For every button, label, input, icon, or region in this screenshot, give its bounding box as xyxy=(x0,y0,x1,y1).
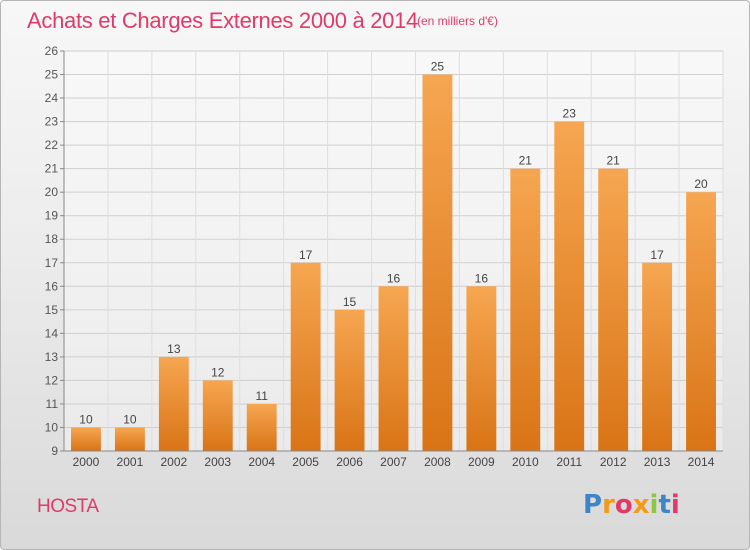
bar-2009 xyxy=(466,286,497,451)
x-tick-label: 2005 xyxy=(292,455,319,469)
bar-2003 xyxy=(202,380,233,451)
y-tick-label: 13 xyxy=(45,350,59,364)
x-tick-label: 2002 xyxy=(160,455,187,469)
bar-2005 xyxy=(290,262,321,451)
x-tick-label: 2012 xyxy=(600,455,627,469)
bar-2007 xyxy=(378,286,409,451)
bar-2011 xyxy=(554,121,585,452)
y-tick-label: 17 xyxy=(45,256,59,270)
bar-2013 xyxy=(642,262,673,451)
y-tick-label: 25 xyxy=(45,68,59,82)
data-label: 20 xyxy=(694,177,708,191)
y-tick-label: 19 xyxy=(45,209,59,223)
logo-letter: o xyxy=(614,490,633,520)
y-tick-label: 15 xyxy=(45,303,59,317)
bar-2002 xyxy=(158,356,189,451)
bar-2004 xyxy=(246,403,277,451)
bar-2006 xyxy=(334,309,365,451)
bar-2001 xyxy=(114,427,145,451)
x-tick-label: 2013 xyxy=(644,455,671,469)
data-label: 13 xyxy=(167,342,181,356)
data-label: 17 xyxy=(299,248,313,262)
logo-letter: P xyxy=(583,490,603,520)
bar-2010 xyxy=(510,168,541,451)
logo-letter: i xyxy=(670,490,680,520)
data-label: 15 xyxy=(343,295,357,309)
logo-letter: t xyxy=(658,490,671,520)
x-tick-label: 2000 xyxy=(73,455,100,469)
bar-2008 xyxy=(422,74,453,451)
data-label: 11 xyxy=(255,389,268,403)
chart-unit-note: (en milliers d'€) xyxy=(417,14,498,28)
proxiti-logo: Proxiti xyxy=(583,490,680,520)
data-label: 21 xyxy=(519,154,533,168)
y-tick-label: 11 xyxy=(46,397,59,411)
bar-2000 xyxy=(71,427,101,451)
x-tick-label: 2010 xyxy=(512,455,539,469)
x-tick-label: 2003 xyxy=(204,455,231,469)
logo-letter: r xyxy=(602,490,615,520)
bar-chart: 10 10 13 12 11 17 15 16 25 16 21 23 21 17 20 9 10 11 12 13… xyxy=(45,44,724,469)
y-tick-label: 10 xyxy=(45,420,59,434)
data-label: 16 xyxy=(475,271,489,285)
x-tick-label: 2007 xyxy=(380,455,407,469)
bar-2014 xyxy=(686,192,716,452)
y-tick-label: 12 xyxy=(45,373,59,387)
data-label: 17 xyxy=(650,248,664,262)
logo-letter: i xyxy=(649,490,659,520)
data-label: 10 xyxy=(123,412,137,426)
x-tick-label: 2009 xyxy=(468,455,495,469)
x-tick-label: 2006 xyxy=(336,455,363,469)
x-tick-label: 2001 xyxy=(117,455,144,469)
y-tick-label: 24 xyxy=(45,91,59,105)
logo-letter: x xyxy=(632,490,650,520)
y-tick-label: 22 xyxy=(45,138,59,152)
x-tick-label: 2004 xyxy=(248,455,275,469)
data-label: 10 xyxy=(79,412,93,426)
y-tick-label: 26 xyxy=(45,44,59,58)
y-tick-label: 14 xyxy=(45,326,59,340)
chart-title: Achats et Charges Externes 2000 à 2014 xyxy=(27,8,418,33)
x-tick-label: 2014 xyxy=(688,455,715,469)
y-tick-label: 20 xyxy=(45,185,59,199)
data-label: 23 xyxy=(563,107,577,121)
y-tick-label: 18 xyxy=(45,232,59,246)
data-label: 21 xyxy=(606,154,620,168)
y-tick-label: 21 xyxy=(45,162,59,176)
data-label: 12 xyxy=(211,365,225,379)
x-tick-label: 2011 xyxy=(556,455,582,469)
bar-2012 xyxy=(598,168,629,451)
y-tick-label: 16 xyxy=(45,279,59,293)
data-label: 16 xyxy=(387,271,401,285)
x-tick-label: 2008 xyxy=(424,455,451,469)
commune-name: HOSTA xyxy=(37,496,99,517)
y-tick-label: 23 xyxy=(45,115,59,129)
data-label: 25 xyxy=(431,60,445,74)
y-tick-label: 9 xyxy=(51,444,58,458)
